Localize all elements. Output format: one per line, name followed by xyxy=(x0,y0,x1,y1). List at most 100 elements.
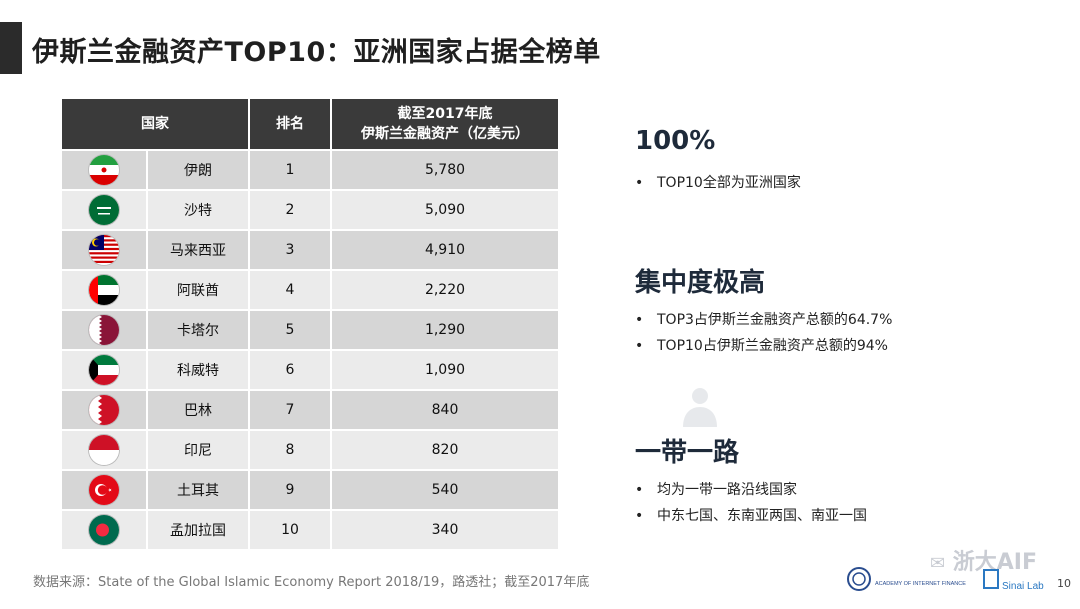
flag-cell xyxy=(62,390,148,431)
value-cell: 5,090 xyxy=(331,190,558,231)
page-number: 10 xyxy=(1057,577,1071,590)
table-row: 卡塔尔 5 1,290 xyxy=(62,310,558,351)
country-name: 印尼 xyxy=(147,430,250,471)
value-cell: 1,290 xyxy=(331,310,558,351)
qatar-flag-icon xyxy=(89,315,119,345)
bullet-item: • 中东七国、东南亚两国、南亚一国 xyxy=(635,503,867,529)
highlight-bullets: • 均为一带一路沿线国家 • 中东七国、东南亚两国、南亚一国 xyxy=(635,477,867,529)
value-cell: 820 xyxy=(331,430,558,471)
turkey-flag-icon xyxy=(89,475,119,505)
aif-logo-text: ACADEMY OF INTERNET FINANCE xyxy=(875,581,966,587)
sinai-lab-logo: Sinai Lab xyxy=(983,569,1044,592)
flag-cell xyxy=(62,150,148,191)
highlight-all-asia: 100% • TOP10全部为亚洲国家 xyxy=(635,126,801,196)
sinai-logo-text: Sinai Lab xyxy=(1002,581,1044,592)
bullet-text: 均为一带一路沿线国家 xyxy=(657,482,797,498)
rank-cell: 8 xyxy=(249,430,332,471)
header-value: 截至2017年底 伊斯兰金融资产（亿美元） xyxy=(331,99,558,151)
bullet-item: • 均为一带一路沿线国家 xyxy=(635,477,867,503)
highlight-heading: 集中度极高 xyxy=(635,268,766,298)
flag-cell xyxy=(62,510,148,551)
header-value-line1: 截至2017年底 xyxy=(397,106,493,122)
data-source-note: 数据来源：State of the Global Islamic Economy… xyxy=(33,575,590,590)
rank-cell: 2 xyxy=(249,190,332,231)
highlight-heading: 一带一路 xyxy=(635,438,740,468)
flag-cell xyxy=(62,430,148,471)
rank-cell: 4 xyxy=(249,270,332,311)
rank-cell: 7 xyxy=(249,390,332,431)
table-row: 伊朗 1 5,780 xyxy=(62,150,558,191)
flag-cell xyxy=(62,270,148,311)
flag-cell xyxy=(62,470,148,511)
highlight-heading: 100% xyxy=(635,126,716,156)
zju-aif-logo: ACADEMY OF INTERNET FINANCE xyxy=(847,567,966,591)
person-watermark-icon xyxy=(683,388,717,427)
table-row: 沙特 2 5,090 xyxy=(62,190,558,231)
footer-logos: ACADEMY OF INTERNET FINANCE Sinai Lab xyxy=(847,567,1044,592)
indonesia-flag-icon xyxy=(89,435,119,465)
rank-cell: 9 xyxy=(249,470,332,511)
country-name: 巴林 xyxy=(147,390,250,431)
table-row: 孟加拉国 10 340 xyxy=(62,510,558,551)
bangladesh-flag-icon xyxy=(89,515,119,545)
malaysia-flag-icon xyxy=(89,235,119,265)
kuwait-flag-icon xyxy=(89,355,119,385)
bullet-item: • TOP3占伊斯兰金融资产总额的64.7% xyxy=(635,307,892,333)
country-name: 孟加拉国 xyxy=(147,510,250,551)
highlight-concentration: 集中度极高 • TOP3占伊斯兰金融资产总额的64.7% • TOP10占伊斯兰金融… xyxy=(635,262,892,359)
wechat-icon: ✉ xyxy=(930,553,946,574)
flag-cell xyxy=(62,310,148,351)
highlight-belt-road: 一带一路 • 均为一带一路沿线国家 • 中东七国、东南亚两国、南亚一国 xyxy=(635,432,867,529)
title-accent-bar xyxy=(0,22,22,74)
country-name: 马来西亚 xyxy=(147,230,250,271)
header-rank: 排名 xyxy=(249,99,332,151)
flag-cell xyxy=(62,190,148,231)
rank-cell: 10 xyxy=(249,510,332,551)
country-name: 阿联酋 xyxy=(147,270,250,311)
table-row: 马来西亚 3 4,910 xyxy=(62,230,558,271)
bullet-dot: • xyxy=(635,482,644,498)
table-row: 巴林 7 840 xyxy=(62,390,558,431)
value-cell: 5,780 xyxy=(331,150,558,191)
value-cell: 840 xyxy=(331,390,558,431)
country-name: 土耳其 xyxy=(147,470,250,511)
bullet-item: • TOP10占伊斯兰金融资产总额的94% xyxy=(635,333,892,359)
country-name: 卡塔尔 xyxy=(147,310,250,351)
bullet-text: TOP10占伊斯兰金融资产总额的94% xyxy=(657,338,888,354)
bahrain-flag-icon xyxy=(89,395,119,425)
bullet-dot: • xyxy=(635,338,644,354)
value-cell: 2,220 xyxy=(331,270,558,311)
rank-cell: 1 xyxy=(249,150,332,191)
country-name: 伊朗 xyxy=(147,150,250,191)
ranking-table: 国家 排名 截至2017年底 伊斯兰金融资产（亿美元） 伊朗 1 5,780 沙… xyxy=(62,99,558,551)
highlight-bullets: • TOP3占伊斯兰金融资产总额的64.7% • TOP10占伊斯兰金融资产总额的9… xyxy=(635,307,892,359)
value-cell: 4,910 xyxy=(331,230,558,271)
saudi-flag-icon xyxy=(89,195,119,225)
table-header-row: 国家 排名 截至2017年底 伊斯兰金融资产（亿美元） xyxy=(62,99,558,151)
flag-cell xyxy=(62,350,148,391)
country-name: 沙特 xyxy=(147,190,250,231)
bullet-item: • TOP10全部为亚洲国家 xyxy=(635,170,801,196)
value-cell: 340 xyxy=(331,510,558,551)
value-cell: 1,090 xyxy=(331,350,558,391)
country-name: 科威特 xyxy=(147,350,250,391)
table-row: 印尼 8 820 xyxy=(62,430,558,471)
page-title: 伊斯兰金融资产TOP10：亚洲国家占据全榜单 xyxy=(32,37,601,68)
uae-flag-icon xyxy=(89,275,119,305)
bullet-text: TOP10全部为亚洲国家 xyxy=(657,175,801,191)
header-value-line2: 伊斯兰金融资产（亿美元） xyxy=(361,126,529,142)
bullet-dot: • xyxy=(635,508,644,524)
bullet-dot: • xyxy=(635,312,644,328)
rank-cell: 3 xyxy=(249,230,332,271)
table-row: 阿联酋 4 2,220 xyxy=(62,270,558,311)
bullet-text: 中东七国、东南亚两国、南亚一国 xyxy=(657,508,867,524)
rank-cell: 5 xyxy=(249,310,332,351)
highlight-bullets: • TOP10全部为亚洲国家 xyxy=(635,170,801,196)
flag-cell xyxy=(62,230,148,271)
value-cell: 540 xyxy=(331,470,558,511)
table-row: 科威特 6 1,090 xyxy=(62,350,558,391)
rank-cell: 6 xyxy=(249,350,332,391)
iran-flag-icon xyxy=(89,155,119,185)
bullet-dot: • xyxy=(635,175,644,191)
table-row: 土耳其 9 540 xyxy=(62,470,558,511)
